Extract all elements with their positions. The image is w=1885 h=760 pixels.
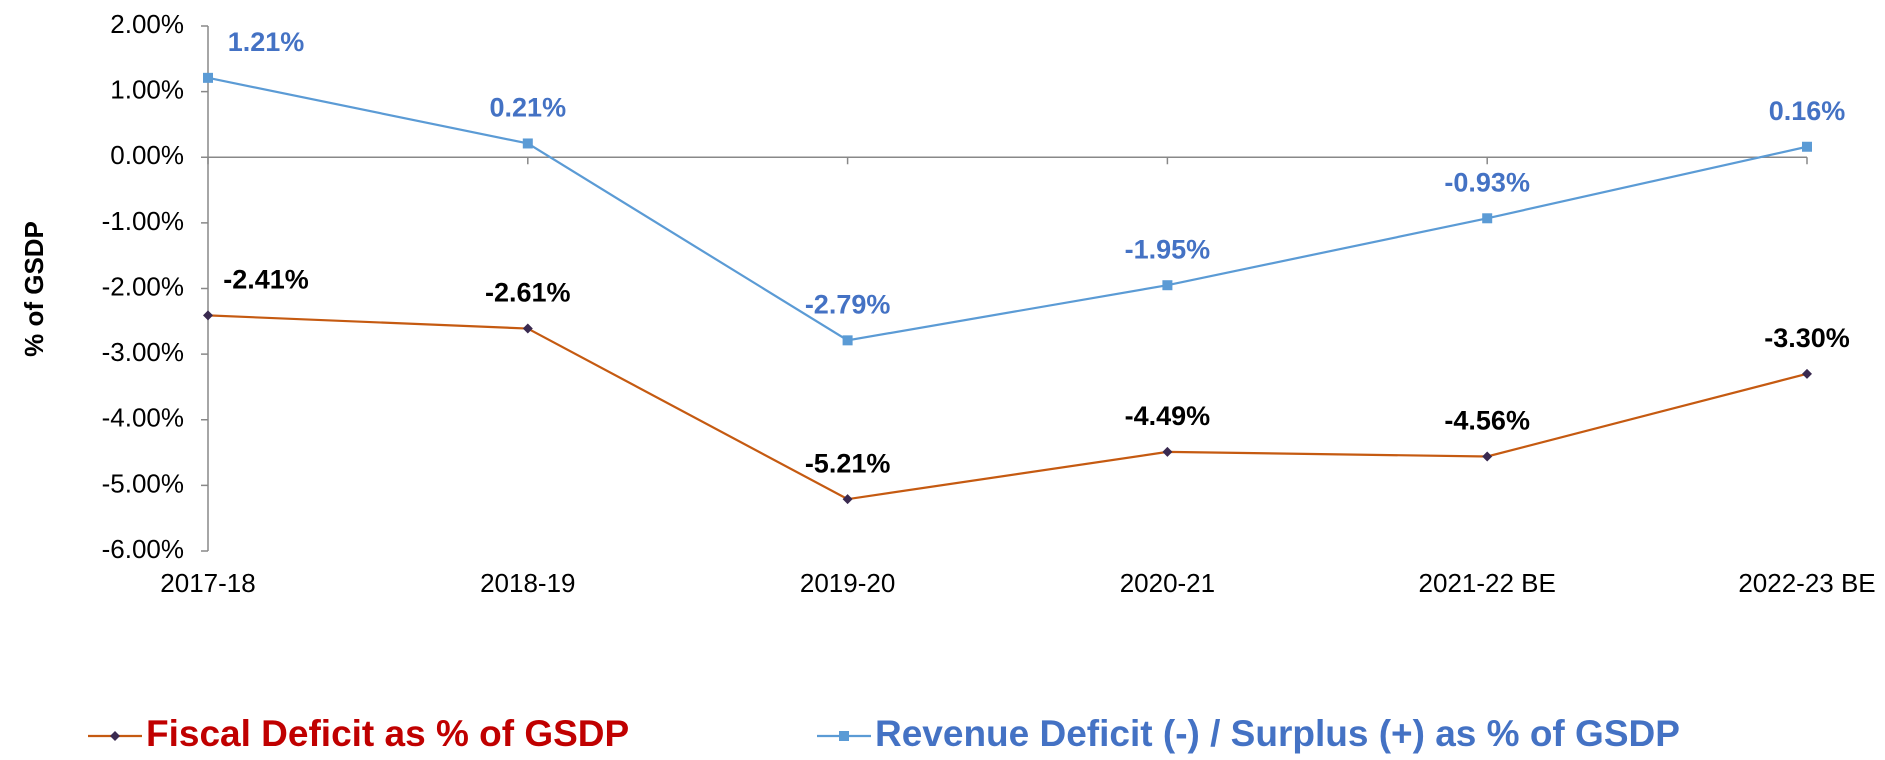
data-label: -2.61%	[485, 278, 571, 308]
y-tick-label: 1.00%	[110, 75, 184, 105]
y-tick-label: -4.00%	[102, 403, 184, 433]
point-marker	[1802, 141, 1812, 152]
data-label: -4.49%	[1125, 401, 1211, 431]
point-marker	[522, 323, 533, 334]
y-tick-label: -6.00%	[102, 534, 184, 564]
x-tick-label: 2022-23 BE	[1738, 568, 1875, 598]
x-tick-label: 2020-21	[1120, 568, 1215, 598]
y-tick-label: 2.00%	[110, 9, 184, 39]
data-label: -2.79%	[805, 289, 891, 319]
y-tick-label: -5.00%	[102, 468, 184, 498]
data-label: -4.56%	[1444, 406, 1530, 436]
point-marker	[1162, 446, 1173, 457]
x-tick-label: 2021-22 BE	[1419, 568, 1556, 598]
data-label: 0.16%	[1769, 96, 1846, 126]
x-tick-label: 2018-19	[480, 568, 575, 598]
legend-label: Fiscal Deficit as % of GSDP	[146, 713, 629, 754]
series-line	[207, 314, 1808, 501]
data-label: 0.21%	[490, 93, 567, 123]
y-tick-label: -2.00%	[102, 271, 184, 301]
data-label: -3.30%	[1764, 323, 1850, 353]
data-label: -5.21%	[805, 448, 891, 478]
y-tick-label: 0.00%	[110, 140, 184, 170]
point-marker	[1482, 213, 1493, 224]
point-marker	[1162, 280, 1173, 291]
data-label: -0.93%	[1444, 167, 1530, 197]
point-marker	[203, 72, 213, 83]
point-marker	[522, 138, 533, 149]
point-marker	[1482, 451, 1493, 462]
data-label: -1.95%	[1125, 234, 1211, 264]
point-marker	[1802, 368, 1812, 379]
legend-marker	[110, 731, 120, 741]
data-label: -2.41%	[223, 265, 309, 295]
point-marker	[842, 335, 853, 346]
y-tick-label: -3.00%	[102, 337, 184, 367]
point-marker	[203, 310, 213, 321]
data-label: 1.21%	[228, 27, 305, 57]
legend-marker	[839, 731, 849, 741]
x-tick-label: 2019-20	[800, 568, 895, 598]
y-tick-label: -1.00%	[102, 206, 184, 236]
series-line	[207, 76, 1808, 342]
point-marker	[842, 494, 853, 505]
y-axis-title: % of GSDP	[19, 221, 49, 357]
x-tick-label: 2017-18	[160, 568, 255, 598]
legend-label: Revenue Deficit (-) / Surplus (+) as % o…	[875, 713, 1680, 754]
